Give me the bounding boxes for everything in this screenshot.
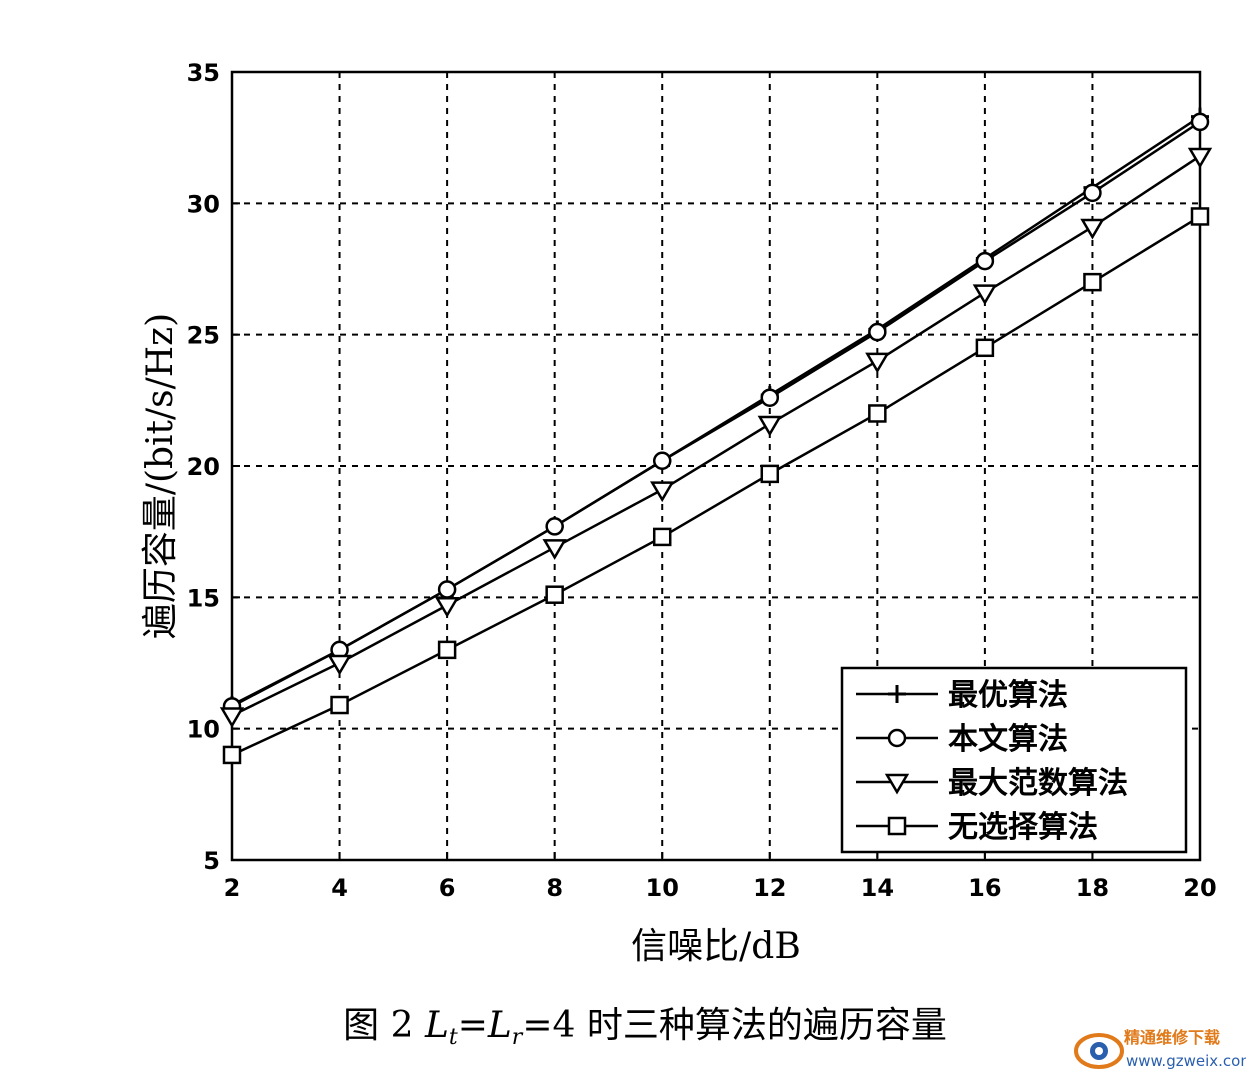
triangle-marker — [972, 284, 998, 306]
series-3 — [219, 147, 1213, 728]
legend-entry: 最优算法 — [856, 678, 1068, 713]
x-tick-label: 4 — [331, 874, 348, 902]
triangle-marker — [757, 415, 782, 437]
legend-label: 最大范数算法 — [948, 766, 1128, 801]
square-marker — [1190, 207, 1210, 226]
x-tick-label: 20 — [1183, 874, 1216, 902]
x-tick-label: 18 — [1076, 874, 1109, 902]
y-axis-label: 遍历容量/(bit/s/Hz) — [140, 313, 181, 639]
watermark-url: www.gzweix.com — [1126, 1052, 1246, 1070]
legend-entry: 无选择算法 — [856, 810, 1098, 845]
series-line — [231, 155, 1201, 717]
circle-marker — [760, 388, 780, 407]
square-marker — [545, 585, 564, 604]
square-marker — [222, 745, 242, 765]
circle-marker — [868, 322, 887, 342]
watermark-name: 精通维修下载 — [1124, 1028, 1221, 1047]
square-marker — [887, 816, 907, 836]
circle-marker — [1190, 112, 1210, 132]
series-2 — [222, 112, 1210, 716]
triangle-marker — [327, 654, 352, 676]
triangle-marker — [650, 481, 675, 503]
series-line — [231, 120, 1201, 708]
chart-figure: 2 4 6 8 10 12 14 16 18 20 5 10 15 20 25 30 35 最优算法本文算法最大… — [140, 59, 1217, 967]
x-tick-label: 6 — [439, 874, 456, 902]
square-marker — [652, 527, 672, 547]
x-tick-label: 10 — [646, 874, 679, 902]
triangle-marker — [542, 539, 567, 560]
y-tick-label: 35 — [187, 59, 220, 87]
series-layer — [219, 107, 1213, 765]
axis-ticks: 2 4 6 8 10 12 14 16 18 20 5 10 15 20 25 30 35 — [187, 59, 1217, 902]
circle-marker — [437, 580, 457, 599]
x-tick-label: 2 — [224, 874, 241, 902]
y-tick-label: 10 — [187, 716, 220, 744]
legend-label: 无选择算法 — [948, 810, 1098, 845]
square-marker — [1083, 272, 1102, 292]
square-marker — [760, 464, 780, 484]
triangle-marker — [1080, 218, 1105, 240]
legend-entry: 最大范数算法 — [856, 766, 1128, 801]
square-marker — [975, 338, 995, 358]
square-marker — [868, 404, 887, 423]
legend-entry: 本文算法 — [856, 722, 1068, 757]
x-tick-label: 8 — [546, 874, 563, 902]
figure-caption-area: 图 2 Lt=Lr=4 时三种算法的遍历容量 — [343, 1005, 947, 1050]
triangle-marker — [884, 773, 910, 795]
plus-marker — [888, 685, 906, 703]
legend-label: 最优算法 — [948, 678, 1068, 713]
watermark-logo-icon — [1074, 1033, 1124, 1069]
square-marker — [437, 640, 457, 660]
watermark: 精通维修下载 www.gzweix.com — [1072, 1020, 1246, 1078]
x-axis-label: 信噪比/dB — [631, 926, 801, 967]
y-tick-label: 20 — [187, 453, 220, 481]
series-line — [231, 115, 1201, 707]
figure-caption: 图 2 Lt=Lr=4 时三种算法的遍历容量 — [343, 1005, 947, 1050]
triangle-marker — [434, 596, 460, 618]
square-marker — [330, 695, 349, 715]
circle-marker — [545, 517, 564, 536]
circle-marker — [887, 728, 907, 748]
y-tick-label: 5 — [203, 847, 220, 875]
triangle-marker — [1187, 147, 1213, 169]
triangle-marker — [219, 707, 245, 728]
circle-marker — [1083, 183, 1102, 203]
y-tick-label: 30 — [187, 190, 220, 218]
x-tick-label: 16 — [968, 874, 1001, 902]
x-tick-label: 14 — [861, 874, 894, 902]
series-4 — [222, 207, 1210, 765]
y-tick-label: 15 — [187, 584, 220, 612]
legend-label: 本文算法 — [948, 722, 1068, 757]
triangle-marker — [865, 352, 890, 374]
series-1 — [223, 107, 1209, 715]
circle-marker — [975, 251, 995, 271]
y-tick-label: 25 — [187, 322, 220, 350]
circle-marker — [652, 451, 672, 470]
x-tick-label: 12 — [753, 874, 786, 902]
series-line — [231, 215, 1201, 757]
